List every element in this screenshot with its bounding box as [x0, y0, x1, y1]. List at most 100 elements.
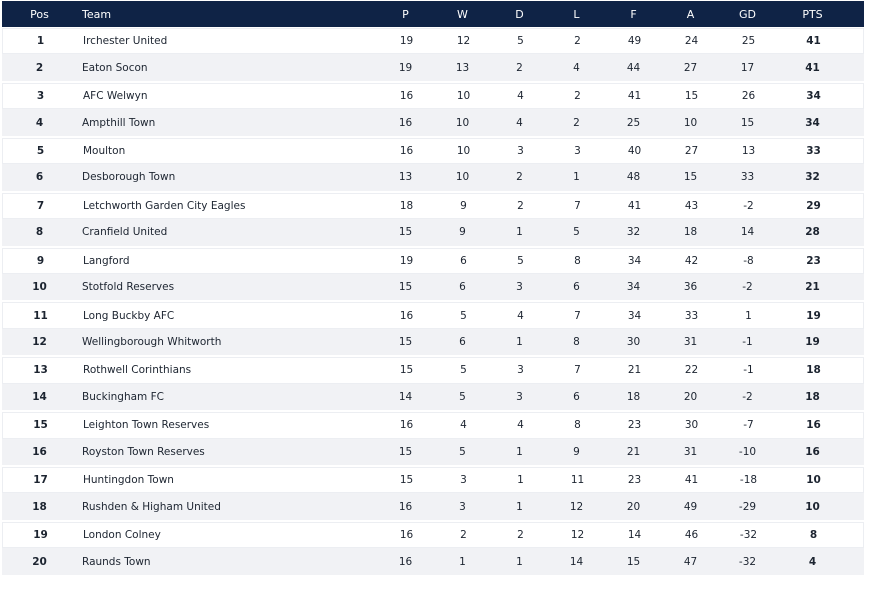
row-team-name[interactable]: Long Buckby AFC — [83, 309, 175, 322]
table-row[interactable]: 5 Moulton 16 10 3 3 40 27 13 33 — [2, 137, 864, 165]
table-row[interactable]: 18 Rushden & Higham United 16 3 1 12 20 49 -29 10 — [2, 493, 864, 521]
row-played: 14 — [398, 390, 413, 403]
row-won: 1 — [459, 555, 466, 568]
table-row[interactable]: 2 Eaton Socon 19 13 2 4 44 27 17 41 — [2, 54, 864, 82]
row-pos: 7 — [36, 199, 45, 212]
row-team-name[interactable]: Stotfold Reserves — [82, 281, 175, 294]
row-played: 15 — [398, 445, 413, 458]
table-row[interactable]: 14 Buckingham FC 14 5 3 6 18 20 -2 18 — [2, 383, 864, 412]
row-goal-difference: 17 — [740, 61, 755, 74]
row-goals-against: 24 — [684, 35, 699, 48]
table-row[interactable]: 20 Raunds Town 16 1 1 14 15 47 -32 4 — [2, 548, 864, 576]
row-lost: 9 — [573, 445, 580, 458]
row-goal-difference: -18 — [739, 474, 758, 487]
row-goal-difference: -8 — [743, 254, 754, 267]
row-team-name[interactable]: Desborough Town — [82, 171, 176, 184]
row-team-name[interactable]: Ampthill Town — [82, 116, 156, 129]
row-played: 16 — [399, 529, 414, 542]
row-team-name[interactable]: London Colney — [83, 529, 161, 542]
row-pos: 14 — [32, 390, 47, 403]
row-team-name[interactable]: Royston Town Reserves — [82, 445, 205, 458]
row-points: 4 — [808, 555, 817, 568]
row-goals-against: 43 — [684, 199, 699, 212]
table-row[interactable]: 8 Cranfield United 15 9 1 5 32 18 14 28 — [2, 219, 864, 247]
row-pos: 4 — [35, 116, 44, 129]
row-team-name[interactable]: Letchworth Garden City Eagles — [83, 199, 246, 212]
row-team-name[interactable]: Leighton Town Reserves — [83, 419, 210, 432]
row-lost: 1 — [573, 171, 580, 184]
table-row[interactable]: 17 Huntingdon Town 15 3 1 11 23 41 -18 10 — [2, 467, 864, 494]
header-drawn[interactable]: D — [515, 7, 524, 21]
row-goals-against: 20 — [683, 390, 698, 403]
table-row[interactable]: 4 Ampthill Town 16 10 4 2 25 10 15 34 — [2, 109, 864, 137]
row-lost: 11 — [570, 474, 585, 487]
header-played[interactable]: P — [402, 7, 409, 21]
row-pos: 15 — [33, 419, 48, 432]
row-pos: 19 — [33, 529, 48, 542]
table-body: 1 Irchester United 19 12 5 2 49 24 25 41 2 Eaton So… — [2, 28, 864, 576]
header-team[interactable]: Team — [82, 7, 112, 21]
row-played: 16 — [398, 116, 413, 129]
row-team-name[interactable]: Buckingham FC — [82, 390, 164, 403]
table-row[interactable]: 11 Long Buckby AFC 16 5 4 7 34 33 1 19 — [2, 302, 864, 329]
header-goal-difference[interactable]: GD — [739, 7, 756, 21]
row-team-name[interactable]: Cranfield United — [82, 226, 168, 239]
table-row[interactable]: 15 Leighton Town Reserves 16 4 4 8 23 30 -7 16 — [2, 412, 864, 439]
row-goals-for: 30 — [626, 336, 641, 349]
row-won: 5 — [459, 390, 466, 403]
row-drawn: 2 — [517, 529, 524, 542]
header-lost[interactable]: L — [573, 7, 580, 21]
table-row[interactable]: 10 Stotfold Reserves 15 6 3 6 34 36 -2 21 — [2, 273, 864, 302]
row-lost: 8 — [573, 336, 580, 349]
row-goals-against: 33 — [684, 309, 699, 322]
row-goals-against: 27 — [684, 144, 699, 157]
header-won[interactable]: W — [457, 7, 468, 21]
row-team-name[interactable]: Rushden & Higham United — [82, 500, 221, 513]
row-team-name[interactable]: Irchester United — [83, 35, 168, 48]
row-team-name[interactable]: Eaton Socon — [82, 61, 148, 74]
row-team-name[interactable]: Raunds Town — [82, 555, 151, 568]
row-goals-for: 25 — [626, 116, 641, 129]
row-drawn: 2 — [516, 171, 523, 184]
row-goals-for: 34 — [626, 281, 641, 294]
row-drawn: 1 — [516, 226, 523, 239]
row-pos: 5 — [36, 144, 45, 157]
header-goals-for[interactable]: F — [630, 7, 637, 21]
row-pos: 9 — [36, 254, 45, 267]
row-team-name[interactable]: Moulton — [83, 144, 126, 157]
table-row[interactable]: 6 Desborough Town 13 10 2 1 48 15 33 32 — [2, 164, 864, 192]
row-goal-difference: -2 — [742, 281, 753, 294]
row-played: 16 — [399, 144, 414, 157]
row-pos: 6 — [35, 171, 44, 184]
table-row[interactable]: 16 Royston Town Reserves 15 5 1 9 21 31 -10 16 — [2, 438, 864, 466]
header-goals-against[interactable]: A — [686, 7, 695, 21]
row-team-name[interactable]: AFC Welwyn — [83, 90, 148, 103]
row-played: 16 — [399, 419, 414, 432]
row-played: 15 — [399, 474, 414, 487]
row-team-name[interactable]: Wellingborough Whitworth — [82, 336, 222, 349]
table-header: Pos Team P W D L F A GD PTS — [2, 1, 864, 27]
row-played: 15 — [398, 226, 413, 239]
table-row[interactable]: 19 London Colney 16 2 2 12 14 46 -32 8 — [2, 521, 864, 549]
header-pos[interactable]: Pos — [30, 7, 49, 21]
row-lost: 5 — [573, 226, 580, 239]
table-row[interactable]: 9 Langford 19 6 5 8 34 42 -8 23 — [2, 247, 864, 274]
header-points[interactable]: PTS — [802, 7, 823, 21]
row-team-name[interactable]: Langford — [83, 254, 130, 267]
table-row[interactable]: 1 Irchester United 19 12 5 2 49 24 25 41 — [2, 28, 864, 55]
row-team-name[interactable]: Rothwell Corinthians — [83, 364, 192, 377]
row-lost: 4 — [573, 61, 580, 74]
table-row[interactable]: 12 Wellingborough Whitworth 15 6 1 8 30 31 -1 19 — [2, 328, 864, 357]
row-team-name[interactable]: Huntingdon Town — [83, 474, 174, 487]
row-won: 10 — [456, 90, 471, 103]
row-goal-difference: -2 — [743, 199, 754, 212]
row-lost: 2 — [573, 116, 580, 129]
table-row[interactable]: 7 Letchworth Garden City Eagles 18 9 2 7 41 43 -… — [2, 192, 864, 220]
table-row[interactable]: 3 AFC Welwyn 16 10 4 2 41 15 26 34 — [2, 82, 864, 110]
row-played: 15 — [398, 281, 413, 294]
row-played: 15 — [399, 364, 414, 377]
row-won: 5 — [460, 309, 467, 322]
row-lost: 7 — [574, 199, 581, 212]
row-won: 5 — [459, 445, 466, 458]
table-row[interactable]: 13 Rothwell Corinthians 15 5 3 7 21 22 -1 18 — [2, 357, 864, 384]
